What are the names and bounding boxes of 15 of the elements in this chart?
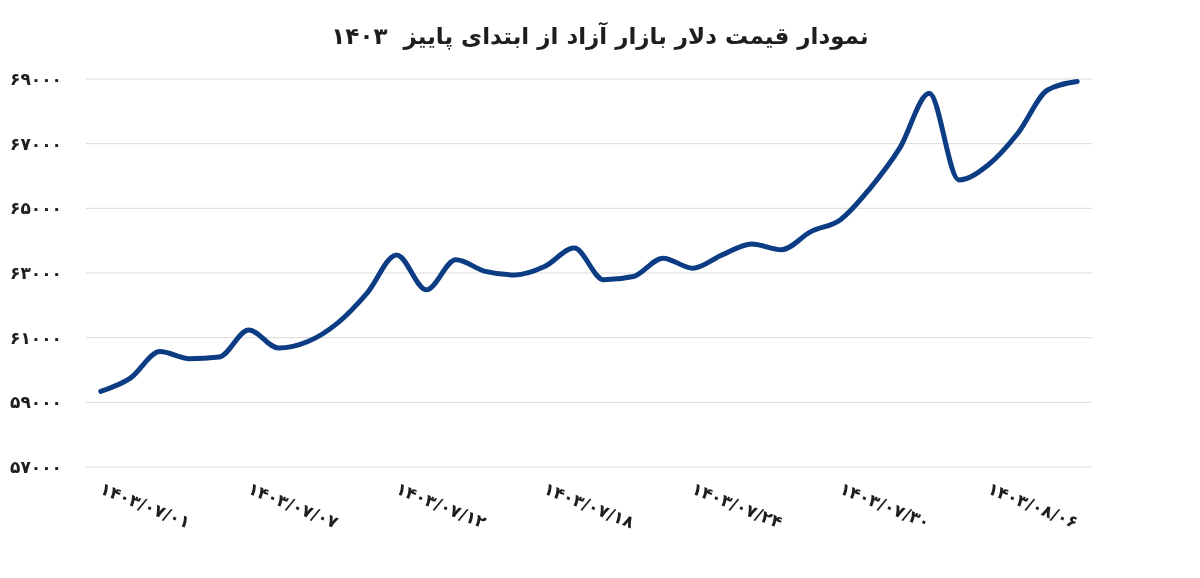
x-tick-label: ۱۴۰۳/۰۷/۳۰ xyxy=(837,478,933,533)
x-tick-label: ۱۴۰۳/۰۸/۰۶ xyxy=(984,478,1081,533)
x-tick-label: ۱۴۰۳/۰۷/۰۷ xyxy=(245,478,342,533)
y-tick-label: ۶۹۰۰۰ xyxy=(10,68,62,89)
x-tick-label: ۱۴۰۳/۰۷/۱۲ xyxy=(393,478,490,533)
y-tick-label: ۵۷۰۰۰ xyxy=(10,456,62,477)
x-tick-label: ۱۴۰۳/۰۷/۰۱ xyxy=(97,478,194,533)
y-tick-label: ۶۷۰۰۰ xyxy=(10,133,62,154)
y-tick-label: ۶۳۰۰۰ xyxy=(10,262,62,283)
x-tick-label: ۱۴۰۳/۰۷/۲۴ xyxy=(689,478,786,533)
chart-title: نمودار قیمت دلار بازار آزاد از ابتدای پاییز ۱۴۰۳ xyxy=(331,21,869,50)
y-tick-label: ۶۵۰۰۰ xyxy=(10,198,62,219)
y-tick-label: ۵۹۰۰۰ xyxy=(10,392,62,413)
x-tick-label: ۱۴۰۳/۰۷/۱۸ xyxy=(541,478,638,533)
y-tick-label: ۶۱۰۰۰ xyxy=(10,327,62,348)
